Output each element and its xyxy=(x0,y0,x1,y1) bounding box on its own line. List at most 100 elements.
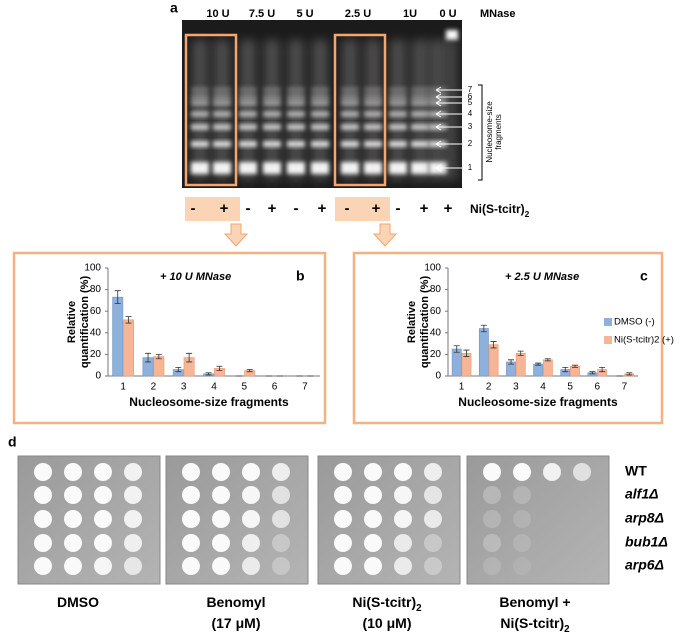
band xyxy=(239,100,257,106)
x-tick-label: 7 xyxy=(622,382,628,393)
enzyme-label: MNase xyxy=(480,8,515,20)
strain-label: bub1Δ xyxy=(625,534,668,550)
sign: - xyxy=(345,200,350,217)
yeast-spot xyxy=(364,486,382,504)
x-tick-label: 5 xyxy=(242,382,248,393)
yeast-spot xyxy=(182,534,200,552)
yeast-spot xyxy=(182,557,200,575)
y-tick-label: 40 xyxy=(430,327,442,338)
yeast-spot xyxy=(124,557,142,575)
band xyxy=(191,94,209,100)
lane-label: 2.5 U xyxy=(345,8,371,20)
error-bar xyxy=(114,290,121,305)
yeast-spot xyxy=(513,486,531,504)
band-arrow xyxy=(435,86,462,94)
label: Benomyl xyxy=(206,594,265,610)
y-tick-label: 80 xyxy=(430,284,442,295)
yeast-spot xyxy=(34,534,52,552)
band xyxy=(411,94,429,100)
x-tick-label: 1 xyxy=(459,382,465,393)
yeast-spot xyxy=(364,557,382,575)
error-bar xyxy=(490,341,497,349)
error-bar xyxy=(216,365,223,371)
sign: - xyxy=(396,200,401,217)
smear xyxy=(264,40,280,180)
yeast-spot xyxy=(334,534,352,552)
yeast-spot xyxy=(272,486,290,504)
lane-label: 1U xyxy=(403,8,417,20)
band-number: 6 xyxy=(468,92,473,101)
panel-letter: b xyxy=(296,268,305,284)
band-number: 2 xyxy=(468,139,473,148)
text-segment: (17 μM) xyxy=(211,615,260,631)
y-tick-label: 40 xyxy=(90,327,102,338)
error-bar xyxy=(125,316,132,324)
error-bar xyxy=(480,324,487,333)
sign: + xyxy=(420,200,429,217)
y-axis-label: quantification (%) xyxy=(419,276,431,369)
x-tick-label: 3 xyxy=(513,382,519,393)
error-bar xyxy=(155,354,162,360)
x-tick-label: 6 xyxy=(272,382,278,393)
panel-letter: a xyxy=(170,0,178,16)
band xyxy=(239,94,257,100)
lane-label: 5 U xyxy=(296,8,313,20)
label: (10 μM) xyxy=(362,615,411,631)
band-arrow xyxy=(435,110,462,118)
band xyxy=(213,162,231,174)
band xyxy=(239,162,257,174)
strain-label: WT xyxy=(625,463,647,479)
yeast-spot xyxy=(182,486,200,504)
band xyxy=(213,141,231,147)
error-bar xyxy=(589,371,596,375)
sign: + xyxy=(318,200,327,217)
bar xyxy=(478,328,489,377)
yeast-spot xyxy=(64,510,82,528)
yeast-spot xyxy=(513,557,531,575)
error-bar xyxy=(175,366,182,373)
band xyxy=(239,87,257,93)
yeast-spot xyxy=(424,534,442,552)
yeast-spot xyxy=(242,463,260,481)
highlight xyxy=(185,197,240,221)
smear xyxy=(312,40,328,180)
x-tick-label: 3 xyxy=(181,382,187,393)
error-bar xyxy=(599,366,606,373)
x-tick-label: 4 xyxy=(540,382,546,393)
band-number: 5 xyxy=(468,98,473,107)
annotation: + 10 U MNase xyxy=(160,271,231,283)
band xyxy=(263,87,281,93)
yeast-spot xyxy=(64,486,82,504)
band xyxy=(311,124,329,130)
smear xyxy=(192,40,208,180)
panel-letter: d xyxy=(8,434,17,450)
strain-label: alf1Δ xyxy=(625,486,659,502)
yeast-spot xyxy=(94,557,112,575)
yeast-spot xyxy=(212,463,230,481)
band xyxy=(411,100,429,106)
yeast-spot xyxy=(394,463,412,481)
yeast-spot xyxy=(242,486,260,504)
band xyxy=(364,94,382,100)
bar xyxy=(123,319,134,377)
band xyxy=(311,100,329,106)
yeast-spot xyxy=(242,510,260,528)
error-bar xyxy=(508,359,515,365)
band xyxy=(341,124,359,130)
label: Ni(S-tcitr)2 xyxy=(470,202,530,219)
y-tick-label: 0 xyxy=(435,371,441,382)
text-segment: Ni(S-tcitr) xyxy=(470,202,525,216)
smear xyxy=(412,40,428,180)
yeast-spot xyxy=(364,463,382,481)
band xyxy=(341,141,359,147)
error-bar xyxy=(246,369,253,373)
yeast-spot xyxy=(364,510,382,528)
yeast-spot xyxy=(334,486,352,504)
band xyxy=(263,111,281,117)
sign: + xyxy=(372,200,381,217)
label: Ni(S-tcitr)2 xyxy=(500,615,570,634)
band xyxy=(311,141,329,147)
text-segment: Ni(S-tcitr) xyxy=(500,615,564,631)
band xyxy=(389,94,407,100)
yeast-spot xyxy=(64,557,82,575)
